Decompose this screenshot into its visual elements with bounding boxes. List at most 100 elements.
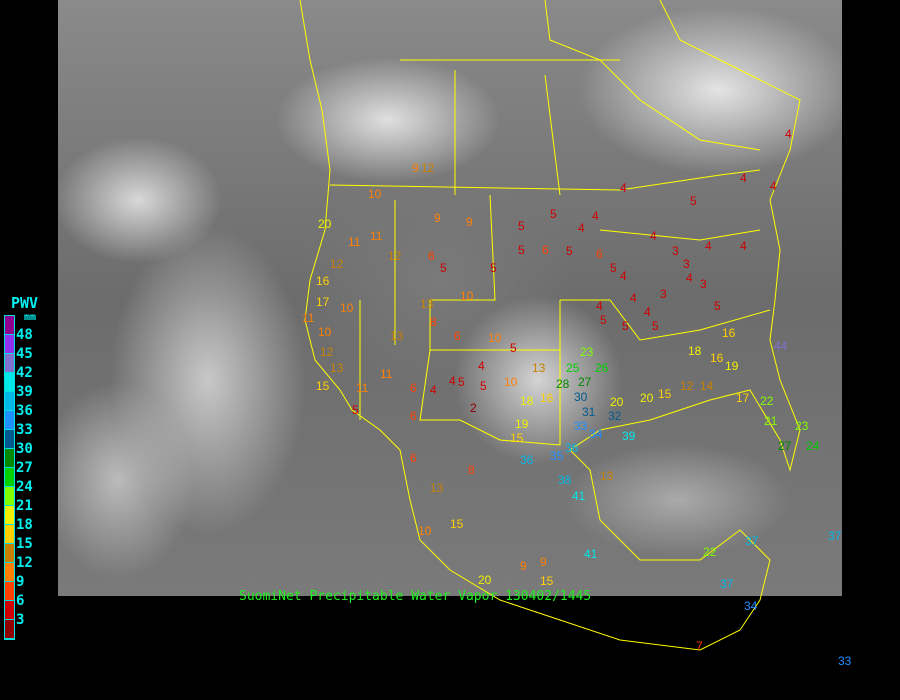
legend-swatch (5, 373, 14, 392)
station-pwv-value: 4 (430, 383, 437, 397)
station-pwv-value: 5 (480, 379, 487, 393)
legend-swatch (5, 525, 14, 544)
station-pwv-value: 25 (566, 361, 580, 375)
legend-label: 3 (16, 612, 25, 628)
station-pwv-value: 35 (550, 449, 564, 463)
station-pwv-value: 26 (595, 361, 609, 375)
station-pwv-value: 19 (515, 417, 529, 431)
boundary-line (299, 0, 801, 651)
station-pwv-value: 11 (356, 381, 369, 395)
station-pwv-value: 20 (640, 391, 654, 405)
legend-label: 6 (16, 593, 25, 609)
station-pwv-value: 37 (745, 534, 759, 548)
station-pwv-value: 5 (550, 207, 557, 221)
station-pwv-value: 23 (580, 345, 594, 359)
station-pwv-value: 4 (705, 239, 712, 253)
station-pwv-value: 24 (806, 439, 820, 453)
station-pwv-value: 44 (774, 339, 788, 353)
legend-swatch (5, 392, 14, 411)
station-pwv-value: 9 (540, 555, 547, 569)
station-pwv-value: 6 (542, 243, 549, 257)
boundary-line (329, 169, 761, 191)
station-pwv-value: 5 (566, 244, 573, 258)
station-pwv-value: 3 (672, 244, 679, 258)
station-pwv-value: 4 (596, 299, 603, 313)
station-pwv-value: 5 (510, 341, 517, 355)
legend-swatch (5, 487, 14, 506)
station-pwv-value: 17 (736, 391, 750, 405)
legend-swatch (5, 354, 14, 373)
legend-label: 39 (16, 384, 33, 400)
station-pwv-value: 20 (478, 573, 492, 587)
station-pwv-value: 17 (316, 295, 330, 309)
legend-swatch (5, 468, 14, 487)
station-pwv-value: 5 (518, 219, 525, 233)
station-pwv-value: 33 (574, 419, 588, 433)
station-pwv-value: 13 (532, 361, 546, 375)
station-pwv-value: 15 (540, 574, 554, 588)
station-pwv-value: 27 (778, 439, 792, 453)
station-pwv-value: 22 (703, 545, 717, 559)
station-pwv-value: 34 (744, 599, 758, 613)
station-pwv-value: 36 (565, 441, 579, 455)
boundary-line (419, 349, 561, 446)
station-pwv-value: 36 (520, 453, 534, 467)
station-pwv-value: 9 (466, 215, 473, 229)
legend-label: 33 (16, 422, 33, 438)
station-pwv-value: 13 (390, 329, 404, 343)
legend-swatch (5, 316, 14, 335)
station-pwv-value: 10 (504, 375, 518, 389)
station-pwv-value: 6 (410, 381, 417, 395)
station-pwv-value: 5 (440, 261, 447, 275)
station-pwv-value: 2 (470, 401, 477, 415)
station-pwv-value: 6 (428, 249, 435, 263)
legend-label: 21 (16, 498, 33, 514)
station-pwv-value: 16 (710, 351, 724, 365)
legend-swatch (5, 563, 14, 582)
station-pwv-value: 12 (388, 249, 402, 263)
boundary-line (400, 59, 620, 196)
station-pwv-value: 6 (410, 409, 417, 423)
boundary-line (359, 200, 396, 420)
legend-label: 18 (16, 517, 33, 533)
station-pwv-value: 18 (688, 344, 702, 358)
legend-label: 48 (16, 327, 33, 343)
legend-swatch (5, 335, 14, 354)
station-pwv-value: 37 (720, 577, 734, 591)
legend-unit: mm (24, 312, 37, 323)
station-pwv-value: 41 (584, 547, 598, 561)
station-pwv-value: 11 (302, 311, 315, 325)
station-pwv-value: 10 (460, 289, 474, 303)
boundary-line (544, 0, 761, 151)
legend-label: 24 (16, 479, 33, 495)
station-pwv-value: 5 (690, 194, 697, 208)
boundary-line (560, 299, 771, 341)
station-pwv-value: 19 (725, 359, 739, 373)
station-pwv-value: 13 (600, 469, 614, 483)
station-pwv-value: 4 (592, 209, 599, 223)
station-pwv-value: 15 (510, 431, 524, 445)
station-pwv-value: 3 (660, 287, 667, 301)
station-pwv-value: 12 (421, 161, 435, 175)
station-pwv-value: 33 (838, 654, 852, 668)
boundary-line (599, 229, 761, 241)
station-pwv-value: 4 (630, 291, 637, 305)
station-pwv-value: 10 (488, 331, 502, 345)
station-pwv-value: 10 (418, 524, 432, 538)
legend-label: 42 (16, 365, 33, 381)
station-pwv-value: 20 (610, 395, 624, 409)
station-pwv-value: 11 (348, 235, 361, 249)
legend-swatch (5, 506, 14, 525)
station-pwv-value: 4 (686, 271, 693, 285)
legend-swatch (5, 582, 14, 601)
station-pwv-value: 12 (330, 257, 344, 271)
legend-label: 15 (16, 536, 33, 552)
legend-label: 30 (16, 441, 33, 457)
station-pwv-value: 27 (578, 375, 592, 389)
station-pwv-value: 5 (600, 313, 607, 327)
station-pwv-value: 5 (518, 243, 525, 257)
station-pwv-value: 9 (520, 559, 527, 573)
boundaries (299, 0, 801, 651)
station-pwv-value: 10 (340, 301, 354, 315)
station-pwv-value: 6 (454, 329, 461, 343)
